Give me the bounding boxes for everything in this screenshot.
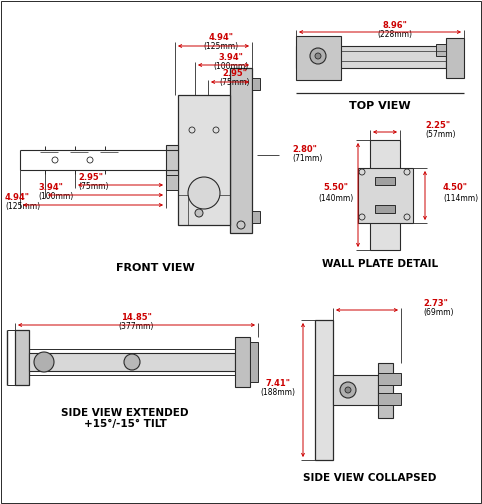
Bar xyxy=(296,46,446,68)
Bar xyxy=(15,330,29,385)
Text: (114mm): (114mm) xyxy=(443,194,478,203)
Bar xyxy=(230,68,252,233)
Text: 2.95": 2.95" xyxy=(78,172,103,181)
Circle shape xyxy=(124,354,140,370)
Text: (100mm): (100mm) xyxy=(214,61,249,71)
Text: SIDE VIEW EXTENDED: SIDE VIEW EXTENDED xyxy=(61,408,189,418)
Text: 3.94": 3.94" xyxy=(218,52,243,61)
Circle shape xyxy=(310,48,326,64)
Text: 3.94": 3.94" xyxy=(38,182,63,192)
Text: (125mm): (125mm) xyxy=(5,202,40,211)
Bar xyxy=(378,373,401,385)
Text: (69mm): (69mm) xyxy=(423,307,454,317)
Text: 14.85": 14.85" xyxy=(120,312,151,322)
Bar xyxy=(252,78,260,90)
Text: TOP VIEW: TOP VIEW xyxy=(349,101,411,111)
Bar xyxy=(235,337,250,387)
Bar xyxy=(446,38,464,78)
Text: 8.96": 8.96" xyxy=(383,21,407,30)
Text: 5.50": 5.50" xyxy=(323,183,348,193)
Bar xyxy=(378,363,393,418)
Bar xyxy=(250,342,258,382)
Text: 2.80": 2.80" xyxy=(292,145,317,154)
Text: 7.41": 7.41" xyxy=(266,379,291,388)
Text: (71mm): (71mm) xyxy=(292,154,322,162)
Bar xyxy=(436,44,446,56)
Bar xyxy=(178,95,230,225)
Text: WALL PLATE DETAIL: WALL PLATE DETAIL xyxy=(322,259,438,269)
Text: FRONT VIEW: FRONT VIEW xyxy=(116,263,194,273)
Text: (140mm): (140mm) xyxy=(319,194,354,203)
Text: 2.25": 2.25" xyxy=(425,120,450,130)
Bar xyxy=(29,353,235,371)
Text: 2.73": 2.73" xyxy=(423,298,448,307)
Circle shape xyxy=(345,387,351,393)
Bar xyxy=(315,320,333,460)
Text: (57mm): (57mm) xyxy=(425,130,455,139)
Text: 4.50": 4.50" xyxy=(443,183,468,193)
Text: +15°/-15° TILT: +15°/-15° TILT xyxy=(83,419,166,429)
Text: SIDE VIEW COLLAPSED: SIDE VIEW COLLAPSED xyxy=(303,473,437,483)
Text: 4.94": 4.94" xyxy=(209,33,233,42)
Circle shape xyxy=(315,53,321,59)
Bar xyxy=(252,211,260,223)
Text: (75mm): (75mm) xyxy=(78,181,108,191)
Bar xyxy=(378,393,401,405)
Circle shape xyxy=(340,382,356,398)
Text: 2.95": 2.95" xyxy=(223,70,247,79)
Text: (228mm): (228mm) xyxy=(377,30,413,38)
Bar xyxy=(333,375,378,405)
Circle shape xyxy=(34,352,54,372)
Text: 4.94": 4.94" xyxy=(5,193,30,202)
Bar xyxy=(375,177,395,185)
Bar xyxy=(296,36,341,80)
Text: (100mm): (100mm) xyxy=(38,192,73,201)
Bar xyxy=(375,205,395,213)
Circle shape xyxy=(188,177,220,209)
Bar xyxy=(358,168,413,223)
Text: (75mm): (75mm) xyxy=(220,79,250,88)
Bar xyxy=(166,175,178,190)
Text: (377mm): (377mm) xyxy=(118,322,154,331)
Text: (188mm): (188mm) xyxy=(260,389,295,398)
Circle shape xyxy=(195,209,203,217)
Bar xyxy=(166,145,178,180)
Bar xyxy=(370,140,400,250)
Text: (125mm): (125mm) xyxy=(203,42,239,51)
